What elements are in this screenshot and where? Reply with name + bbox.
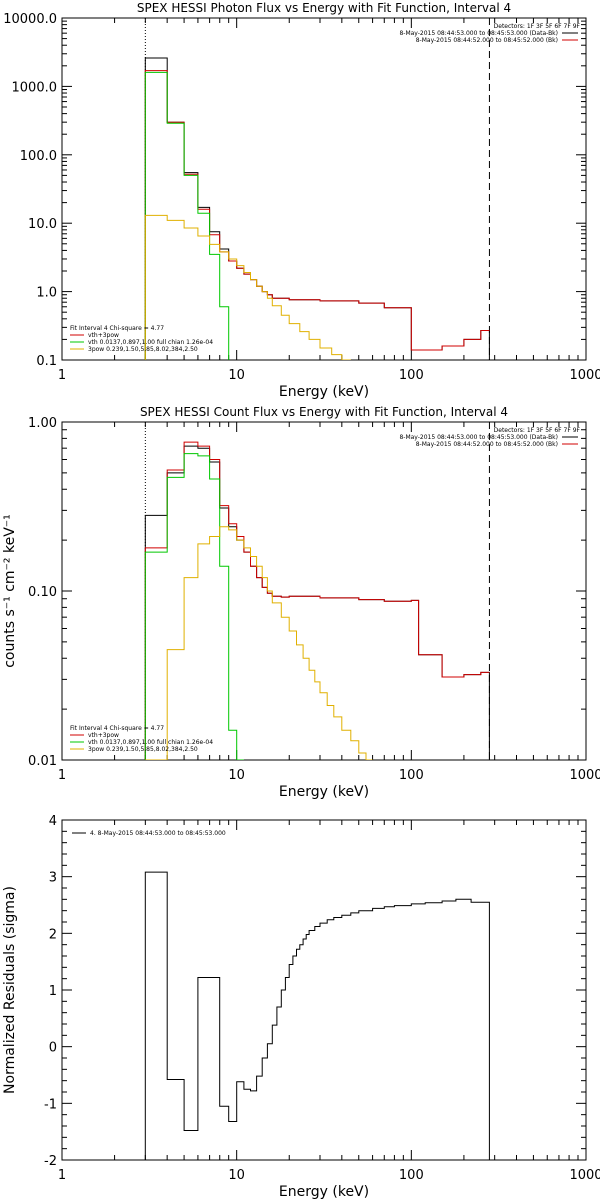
x-tick-label: 10 <box>228 768 245 783</box>
x-tick-label: 1 <box>58 368 66 383</box>
x-tick-label: 100 <box>399 368 424 383</box>
y-tick-label: 1 <box>49 984 57 999</box>
legend-entry-right: 8-May-2015 08:44:53.000 to 08:45:53.000 … <box>399 30 558 37</box>
y-tick-label: 4 <box>49 814 57 829</box>
legend-entry-right: 8-May-2015 08:44:52.000 to 08:45:52.000 … <box>416 441 558 448</box>
x-axis-label: Energy (keV) <box>279 1184 369 1200</box>
series-line-2 <box>144 453 244 760</box>
y-tick-label: 0.1 <box>36 354 57 369</box>
series-line-1 <box>144 441 490 760</box>
x-tick-label: 100 <box>399 768 424 783</box>
x-tick-label: 10 <box>228 1168 245 1183</box>
x-tick-label: 10 <box>228 368 245 383</box>
plot-frame <box>61 421 587 761</box>
legend-detectors: Detectors: 1F 3F 5F 6F 7F 9F <box>494 23 581 30</box>
legend-fit-header: Fit Interval 4 Chi-square = 4.77 <box>70 725 164 732</box>
x-tick-label: 1 <box>58 1168 66 1183</box>
x-tick-label: 1000 <box>569 768 600 783</box>
residuals-chart: 1 10 100 1000 Energy (keV) -2 -1 0 1 2 3 4 Normalize… <box>2 814 600 1200</box>
legend-entry-left: vth 0.0137,0.897,1.00 full chian 1.26e-0… <box>88 339 213 346</box>
count-flux-chart: 1 10 100 1000 Energy (keV) 0.01 0.10 1.00 counts… <box>2 405 600 800</box>
legend-entry-left: vth 0.0137,0.897,1.00 full chian 1.26e-0… <box>88 739 213 746</box>
y-tick-label: 1.0 <box>36 286 57 301</box>
y-tick-label: 3 <box>49 871 57 886</box>
y-tick-label: -1 <box>44 1097 57 1112</box>
y-tick-label: 1000.0 <box>12 80 58 95</box>
x-tick-label: 100 <box>399 1168 424 1183</box>
series-line-0 <box>144 445 490 760</box>
legend-entry-left: vth+3pow <box>88 732 119 739</box>
y-tick-label: 1.00 <box>28 416 57 431</box>
series-line-0 <box>144 57 490 360</box>
series-line-0 <box>144 871 490 1160</box>
legend-entry-right: 8-May-2015 08:44:53.000 to 08:45:53.000 … <box>399 434 558 441</box>
series-line-1 <box>144 70 490 360</box>
series-line-3 <box>145 526 373 760</box>
y-tick-label: 10.0 <box>28 217 57 232</box>
legend-entry-left: 3pow 0.239,1.50,5.85,8.02,384,2.50 <box>88 346 198 353</box>
legend-detectors: Detectors: 1F 3F 5F 6F 7F 9F <box>494 427 581 434</box>
plot-frame <box>61 819 587 1161</box>
y-axis-label: Normalized Residuals (sigma) <box>2 886 18 1094</box>
legend-entry-left: 3pow 0.239,1.50,5.85,8.02,384,2.50 <box>88 746 198 753</box>
y-tick-label: 0 <box>49 1041 57 1056</box>
plot-frame <box>61 17 587 361</box>
y-axis-label: counts s⁻¹ cm⁻² keV⁻¹ <box>2 514 18 668</box>
series-group <box>144 441 490 760</box>
photon-flux-chart: 1 10 100 1000 Energy (keV) 0.1 1.0 10.0 100.0 100… <box>3 1 600 400</box>
legend-entry: 4. 8-May-2015 08:44:53.000 to 08:45:53.0… <box>90 830 226 837</box>
legend-entry-right: 8-May-2015 08:44:52.000 to 08:45:52.000 … <box>416 37 558 44</box>
y-tick-label: 100.0 <box>20 149 57 164</box>
series-group <box>144 871 490 1160</box>
chart-title: SPEX HESSI Count Flux vs Energy with Fit… <box>140 405 508 419</box>
series-line-2 <box>144 71 230 360</box>
y-tick-label: -2 <box>44 1154 57 1169</box>
y-tick-label: 2 <box>49 927 57 942</box>
legend-entry-left: vth+3pow <box>88 332 119 339</box>
x-tick-label: 1000 <box>569 368 600 383</box>
x-axis-label: Energy (keV) <box>279 384 369 400</box>
x-tick-label: 1000 <box>569 1168 600 1183</box>
chart-title: SPEX HESSI Photon Flux vs Energy with Fi… <box>137 1 511 15</box>
y-tick-label: 0.10 <box>28 585 57 600</box>
legend-fit-header: Fit Interval 4 Chi-square = 4.77 <box>70 325 164 332</box>
series-group <box>144 57 490 360</box>
series-line-3 <box>144 214 351 360</box>
x-axis-label: Energy (keV) <box>279 784 369 800</box>
y-tick-label: 10000.0 <box>3 12 57 27</box>
y-tick-label: 0.01 <box>28 754 57 769</box>
x-tick-label: 1 <box>58 768 66 783</box>
